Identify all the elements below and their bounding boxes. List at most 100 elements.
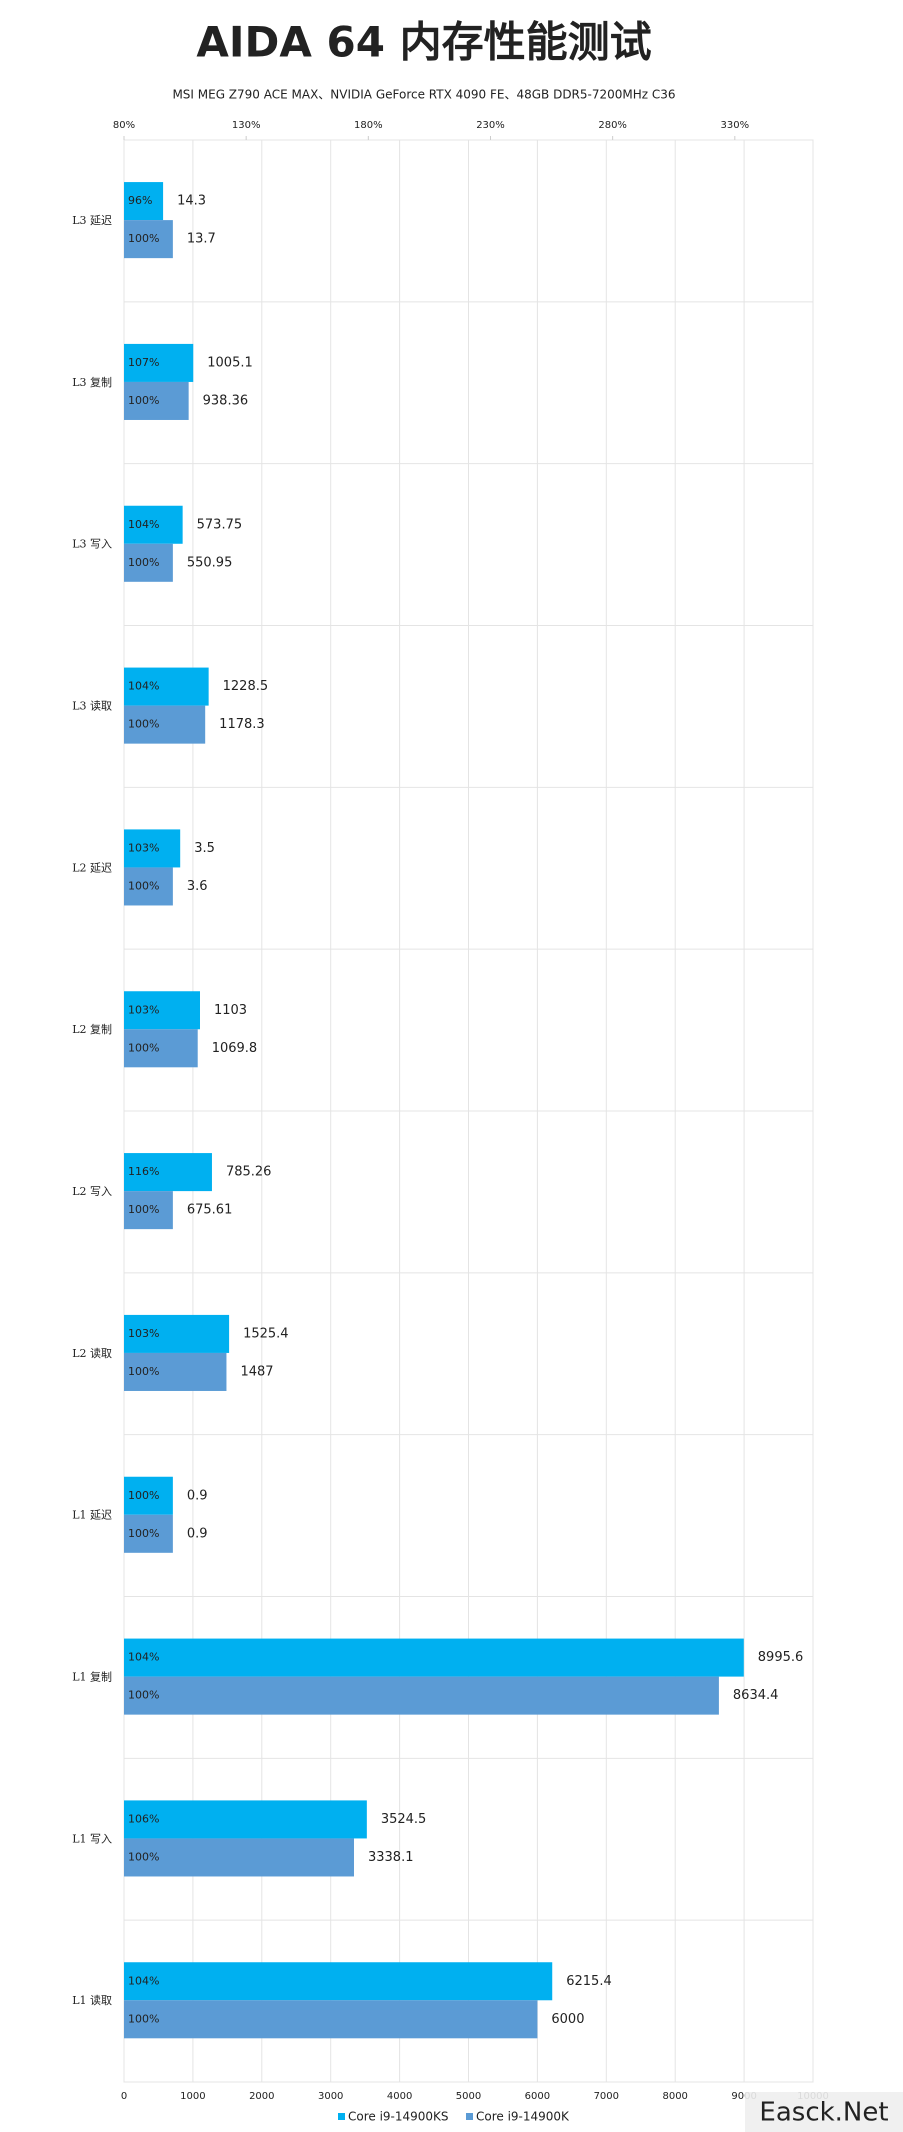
percent-label: 107% bbox=[128, 356, 159, 369]
bar bbox=[124, 1838, 354, 1877]
value-label: 3.5 bbox=[194, 841, 215, 856]
bar bbox=[124, 1352, 227, 1391]
percent-label: 106% bbox=[128, 1812, 159, 1825]
percent-label: 100% bbox=[128, 394, 159, 407]
value-label: 13.7 bbox=[187, 232, 216, 247]
bar bbox=[124, 1800, 367, 1839]
percent-label: 100% bbox=[128, 1689, 159, 1702]
bar bbox=[124, 1514, 173, 1553]
value-label: 1069.8 bbox=[212, 1041, 258, 1056]
value-label: 573.75 bbox=[197, 517, 243, 532]
value-label: 3338.1 bbox=[368, 1850, 414, 1865]
x-tick-label: 3000 bbox=[318, 2091, 343, 2102]
value-label: 785.26 bbox=[226, 1165, 272, 1180]
x-tick-label: 9000 bbox=[731, 2091, 756, 2102]
percent-label: 100% bbox=[128, 1527, 159, 1540]
value-label: 6000 bbox=[551, 2012, 584, 2027]
legend-label: Core i9-14900K bbox=[476, 2110, 570, 2124]
x2-tick-label: 230% bbox=[476, 120, 505, 131]
legend-swatch bbox=[466, 2113, 473, 2120]
bar bbox=[124, 1191, 173, 1230]
percent-label: 103% bbox=[128, 1327, 159, 1340]
bar bbox=[124, 343, 194, 382]
percent-label: 104% bbox=[128, 518, 159, 531]
y-tick-label: L1 写入 bbox=[72, 1832, 112, 1845]
y-tick-label: L3 复制 bbox=[72, 375, 112, 389]
bar bbox=[124, 1676, 719, 1715]
value-label: 675.61 bbox=[187, 1203, 233, 1218]
bar bbox=[124, 991, 200, 1030]
percent-label: 100% bbox=[128, 232, 159, 245]
percent-label: 100% bbox=[128, 1489, 159, 1502]
bar bbox=[124, 1029, 198, 1068]
bar bbox=[124, 1153, 212, 1192]
bar bbox=[124, 220, 173, 259]
x-tick-label: 6000 bbox=[525, 2091, 550, 2102]
percent-label: 100% bbox=[128, 1203, 159, 1216]
x-tick-label: 4000 bbox=[387, 2091, 412, 2102]
value-label: 3524.5 bbox=[381, 1812, 427, 1827]
y-tick-label: L3 写入 bbox=[72, 538, 112, 551]
value-label: 1103 bbox=[214, 1003, 247, 1018]
value-label: 6215.4 bbox=[566, 1974, 612, 1989]
percent-label: 100% bbox=[128, 718, 159, 731]
y-tick-label: L1 读取 bbox=[72, 1993, 112, 2007]
y-tick-label: L2 写入 bbox=[72, 1185, 112, 1198]
watermark: Easck.Net bbox=[759, 2098, 888, 2128]
percent-label: 100% bbox=[128, 1365, 159, 1378]
percent-label: 100% bbox=[128, 1850, 159, 1863]
percent-label: 104% bbox=[128, 1974, 159, 1987]
percent-label: 104% bbox=[128, 1651, 159, 1664]
bar bbox=[124, 867, 173, 906]
x-tick-label: 0 bbox=[121, 2091, 127, 2102]
bar bbox=[124, 381, 189, 420]
value-label: 0.9 bbox=[187, 1526, 208, 1541]
value-label: 1005.1 bbox=[207, 355, 253, 370]
percent-label: 103% bbox=[128, 841, 159, 854]
y-tick-label: L1 延迟 bbox=[72, 1509, 112, 1522]
x2-tick-label: 180% bbox=[354, 120, 383, 131]
x2-tick-label: 80% bbox=[113, 120, 135, 131]
bar bbox=[124, 1638, 744, 1677]
bar bbox=[124, 705, 206, 744]
value-label: 938.36 bbox=[203, 393, 249, 408]
percent-label: 100% bbox=[128, 879, 159, 892]
bar bbox=[124, 1476, 173, 1515]
y-tick-label: L2 复制 bbox=[72, 1022, 112, 1036]
percent-label: 116% bbox=[128, 1165, 159, 1178]
x-tick-label: 8000 bbox=[662, 2091, 687, 2102]
value-label: 14.3 bbox=[177, 194, 206, 209]
value-label: 0.9 bbox=[187, 1488, 208, 1503]
x2-tick-label: 330% bbox=[721, 120, 750, 131]
x-tick-label: 1000 bbox=[180, 2091, 205, 2102]
x2-tick-label: 280% bbox=[598, 120, 627, 131]
bar bbox=[124, 505, 183, 544]
percent-label: 100% bbox=[128, 1041, 159, 1054]
value-label: 1228.5 bbox=[223, 679, 269, 694]
value-label: 8634.4 bbox=[733, 1688, 779, 1703]
x2-tick-label: 130% bbox=[232, 120, 261, 131]
value-label: 3.6 bbox=[187, 879, 208, 894]
percent-label: 100% bbox=[128, 2012, 159, 2025]
bar bbox=[124, 543, 173, 582]
y-tick-label: L2 读取 bbox=[72, 1346, 112, 1360]
percent-label: 100% bbox=[128, 556, 159, 569]
y-tick-label: L2 延迟 bbox=[72, 861, 112, 874]
bar bbox=[124, 1962, 553, 2001]
watermark-bg bbox=[745, 2092, 903, 2132]
bar bbox=[124, 1314, 230, 1353]
x-tick-label: 5000 bbox=[456, 2091, 481, 2102]
bar bbox=[124, 2000, 538, 2039]
percent-label: 96% bbox=[128, 194, 152, 207]
value-label: 1525.4 bbox=[243, 1326, 289, 1341]
x-tick-label: 7000 bbox=[594, 2091, 619, 2102]
y-tick-label: L3 读取 bbox=[72, 698, 112, 712]
bar bbox=[124, 829, 181, 868]
legend-swatch bbox=[338, 2113, 345, 2120]
bar bbox=[124, 667, 209, 706]
chart-subtitle: MSI MEG Z790 ACE MAX、NVIDIA GeForce RTX … bbox=[172, 88, 675, 102]
value-label: 8995.6 bbox=[758, 1650, 804, 1665]
y-tick-label: L3 延迟 bbox=[72, 214, 112, 227]
percent-label: 103% bbox=[128, 1003, 159, 1016]
